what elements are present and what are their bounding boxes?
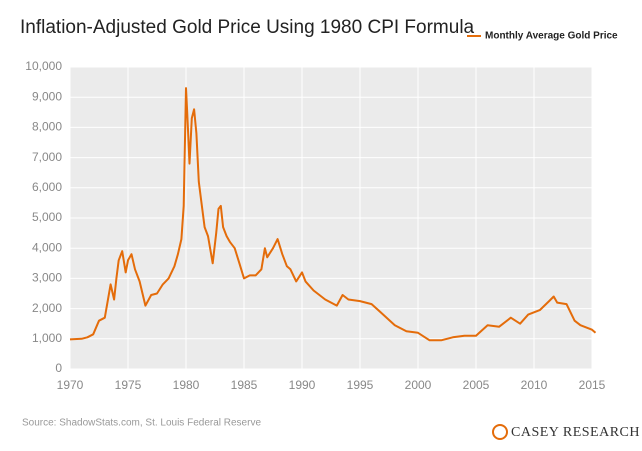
y-tick-label: 6,000	[32, 180, 62, 194]
legend-label: Monthly Average Gold Price	[485, 31, 618, 42]
y-tick-label: 4,000	[32, 240, 62, 254]
y-tick-label: 9,000	[32, 89, 62, 103]
y-tick-label: 5,000	[32, 210, 62, 224]
y-tick-label: 1,000	[32, 331, 62, 345]
y-tick-label: 8,000	[32, 120, 62, 134]
x-tick-label: 1975	[115, 378, 142, 392]
x-tick-label: 1985	[231, 378, 258, 392]
y-tick-label: 10,000	[25, 59, 62, 73]
x-tick-label: 1995	[347, 378, 374, 392]
logo-icon	[492, 424, 508, 440]
source: Source: ShadowStats.com, St. Louis Feder…	[22, 418, 261, 429]
x-tick-label: 1970	[57, 378, 84, 392]
y-tick-label: 0	[55, 361, 62, 375]
y-tick-label: 2,000	[32, 301, 62, 315]
logo: CASEY RESEARCH	[511, 425, 640, 440]
y-tick-label: 3,000	[32, 271, 62, 285]
x-tick-label: 1980	[173, 378, 200, 392]
x-tick-label: 2000	[405, 378, 432, 392]
chart-title: Inflation-Adjusted Gold Price Using 1980…	[20, 17, 475, 38]
line	[69, 87, 597, 342]
x-tick-label: 2015	[579, 378, 606, 392]
x-tick-label: 2010	[521, 378, 548, 392]
x-tick-label: 2005	[463, 378, 490, 392]
x-tick-label: 1990	[289, 378, 316, 392]
y-tick-label: 7,000	[32, 150, 62, 164]
